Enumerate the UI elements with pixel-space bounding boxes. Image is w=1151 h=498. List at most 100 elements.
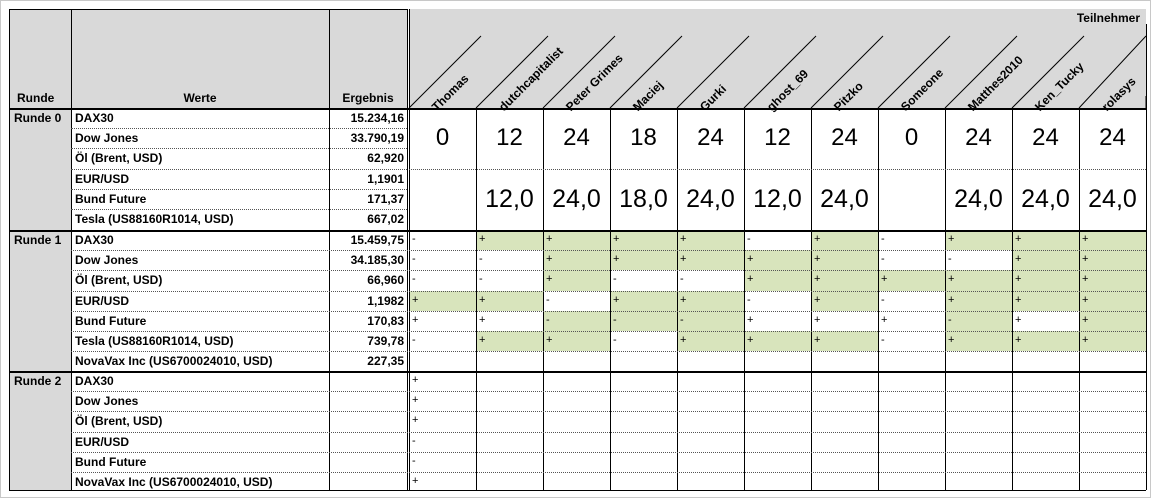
tip-cell[interactable] [610, 452, 677, 472]
tip-cell[interactable] [744, 351, 811, 371]
tip-cell[interactable] [811, 391, 878, 411]
tip-cell[interactable] [1012, 351, 1079, 371]
tip-cell[interactable] [1079, 411, 1146, 431]
tip-cell[interactable] [744, 452, 811, 472]
tip-cell[interactable]: + [610, 230, 677, 251]
tip-cell[interactable]: + [1079, 290, 1146, 311]
tip-cell[interactable]: + [945, 331, 1012, 352]
tip-cell[interactable] [878, 371, 945, 391]
tip-cell[interactable]: + [543, 270, 610, 291]
tip-cell[interactable] [476, 432, 543, 452]
tip-cell[interactable]: + [744, 250, 811, 271]
tip-cell[interactable]: + [409, 290, 476, 311]
tip-cell[interactable] [476, 411, 543, 431]
tip-cell[interactable]: + [412, 374, 419, 386]
tip-cell[interactable]: - [613, 334, 617, 346]
tip-cell[interactable]: - [412, 253, 416, 266]
tip-cell[interactable]: - [677, 310, 744, 331]
tip-cell[interactable] [744, 411, 811, 431]
tip-cell[interactable]: - [543, 310, 610, 331]
tip-cell[interactable]: + [811, 270, 878, 291]
tip-cell[interactable]: + [476, 290, 543, 311]
tip-cell[interactable] [677, 371, 744, 391]
tip-cell[interactable]: + [677, 290, 744, 311]
tip-cell[interactable]: + [476, 331, 543, 352]
tip-cell[interactable] [811, 452, 878, 472]
tip-cell[interactable] [476, 391, 543, 411]
tip-cell[interactable]: + [677, 250, 744, 271]
tip-cell[interactable]: - [881, 293, 885, 306]
tip-cell[interactable] [744, 391, 811, 411]
tip-cell[interactable] [1012, 391, 1079, 411]
tip-cell[interactable]: + [1012, 230, 1079, 251]
tip-cell[interactable] [945, 391, 1012, 411]
tip-cell[interactable]: + [744, 331, 811, 352]
tip-cell[interactable] [1079, 432, 1146, 452]
tip-cell[interactable] [878, 391, 945, 411]
tip-cell[interactable]: - [680, 273, 684, 286]
tip-cell[interactable] [1079, 452, 1146, 472]
tip-cell[interactable] [1079, 371, 1146, 391]
tip-cell[interactable]: - [613, 273, 617, 286]
tip-cell[interactable]: - [479, 273, 483, 286]
tip-cell[interactable]: - [948, 253, 952, 266]
tip-cell[interactable]: + [479, 313, 486, 326]
tip-cell[interactable]: - [412, 334, 416, 346]
tip-cell[interactable]: - [945, 310, 1012, 331]
tip-cell[interactable] [945, 411, 1012, 431]
tip-cell[interactable]: + [878, 270, 945, 291]
tip-cell[interactable]: + [412, 414, 419, 427]
tip-cell[interactable]: + [543, 331, 610, 352]
tip-cell[interactable]: + [881, 313, 888, 326]
tip-cell[interactable] [811, 371, 878, 391]
tip-cell[interactable]: + [476, 230, 543, 251]
tip-cell[interactable]: - [412, 434, 416, 447]
tip-cell[interactable]: + [1012, 250, 1079, 271]
tip-cell[interactable] [543, 452, 610, 472]
tip-cell[interactable] [878, 452, 945, 472]
tip-cell[interactable]: + [945, 230, 1012, 251]
tip-cell[interactable] [811, 432, 878, 452]
tip-cell[interactable] [476, 351, 543, 371]
tip-cell[interactable]: + [412, 313, 419, 326]
tip-cell[interactable]: + [1079, 270, 1146, 291]
tip-cell[interactable]: - [546, 293, 550, 306]
tip-cell[interactable]: + [1012, 270, 1079, 291]
tip-cell[interactable] [878, 411, 945, 431]
tip-cell[interactable]: - [881, 334, 885, 346]
tip-cell[interactable]: + [1079, 230, 1146, 251]
tip-cell[interactable]: + [610, 290, 677, 311]
tip-cell[interactable]: + [412, 394, 419, 407]
tip-cell[interactable] [610, 391, 677, 411]
tip-cell[interactable] [677, 452, 744, 472]
tip-cell[interactable] [610, 432, 677, 452]
tip-cell[interactable]: + [610, 250, 677, 271]
tip-cell[interactable] [1012, 452, 1079, 472]
tip-cell[interactable] [744, 371, 811, 391]
tip-cell[interactable] [1012, 371, 1079, 391]
tip-cell[interactable]: + [811, 290, 878, 311]
tip-cell[interactable]: + [1015, 313, 1022, 326]
tip-cell[interactable]: + [747, 313, 754, 326]
tip-cell[interactable]: + [814, 313, 821, 326]
tip-cell[interactable]: - [747, 233, 751, 245]
tip-cell[interactable] [476, 371, 543, 391]
tip-cell[interactable]: + [811, 230, 878, 251]
tip-cell[interactable]: + [1012, 290, 1079, 311]
tip-cell[interactable] [610, 351, 677, 371]
tip-cell[interactable] [543, 371, 610, 391]
tip-cell[interactable]: - [747, 293, 751, 306]
tip-cell[interactable] [744, 432, 811, 452]
tip-cell[interactable] [677, 391, 744, 411]
tip-cell[interactable] [677, 432, 744, 452]
tip-cell[interactable] [543, 391, 610, 411]
tip-cell[interactable]: + [677, 230, 744, 251]
tip-cell[interactable] [878, 351, 945, 371]
tip-cell[interactable]: - [412, 454, 416, 467]
tip-cell[interactable]: - [881, 233, 885, 245]
tip-cell[interactable]: + [1079, 250, 1146, 271]
tip-cell[interactable]: + [1079, 310, 1146, 331]
tip-cell[interactable] [945, 432, 1012, 452]
tip-cell[interactable]: - [412, 273, 416, 286]
tip-cell[interactable] [1012, 411, 1079, 431]
